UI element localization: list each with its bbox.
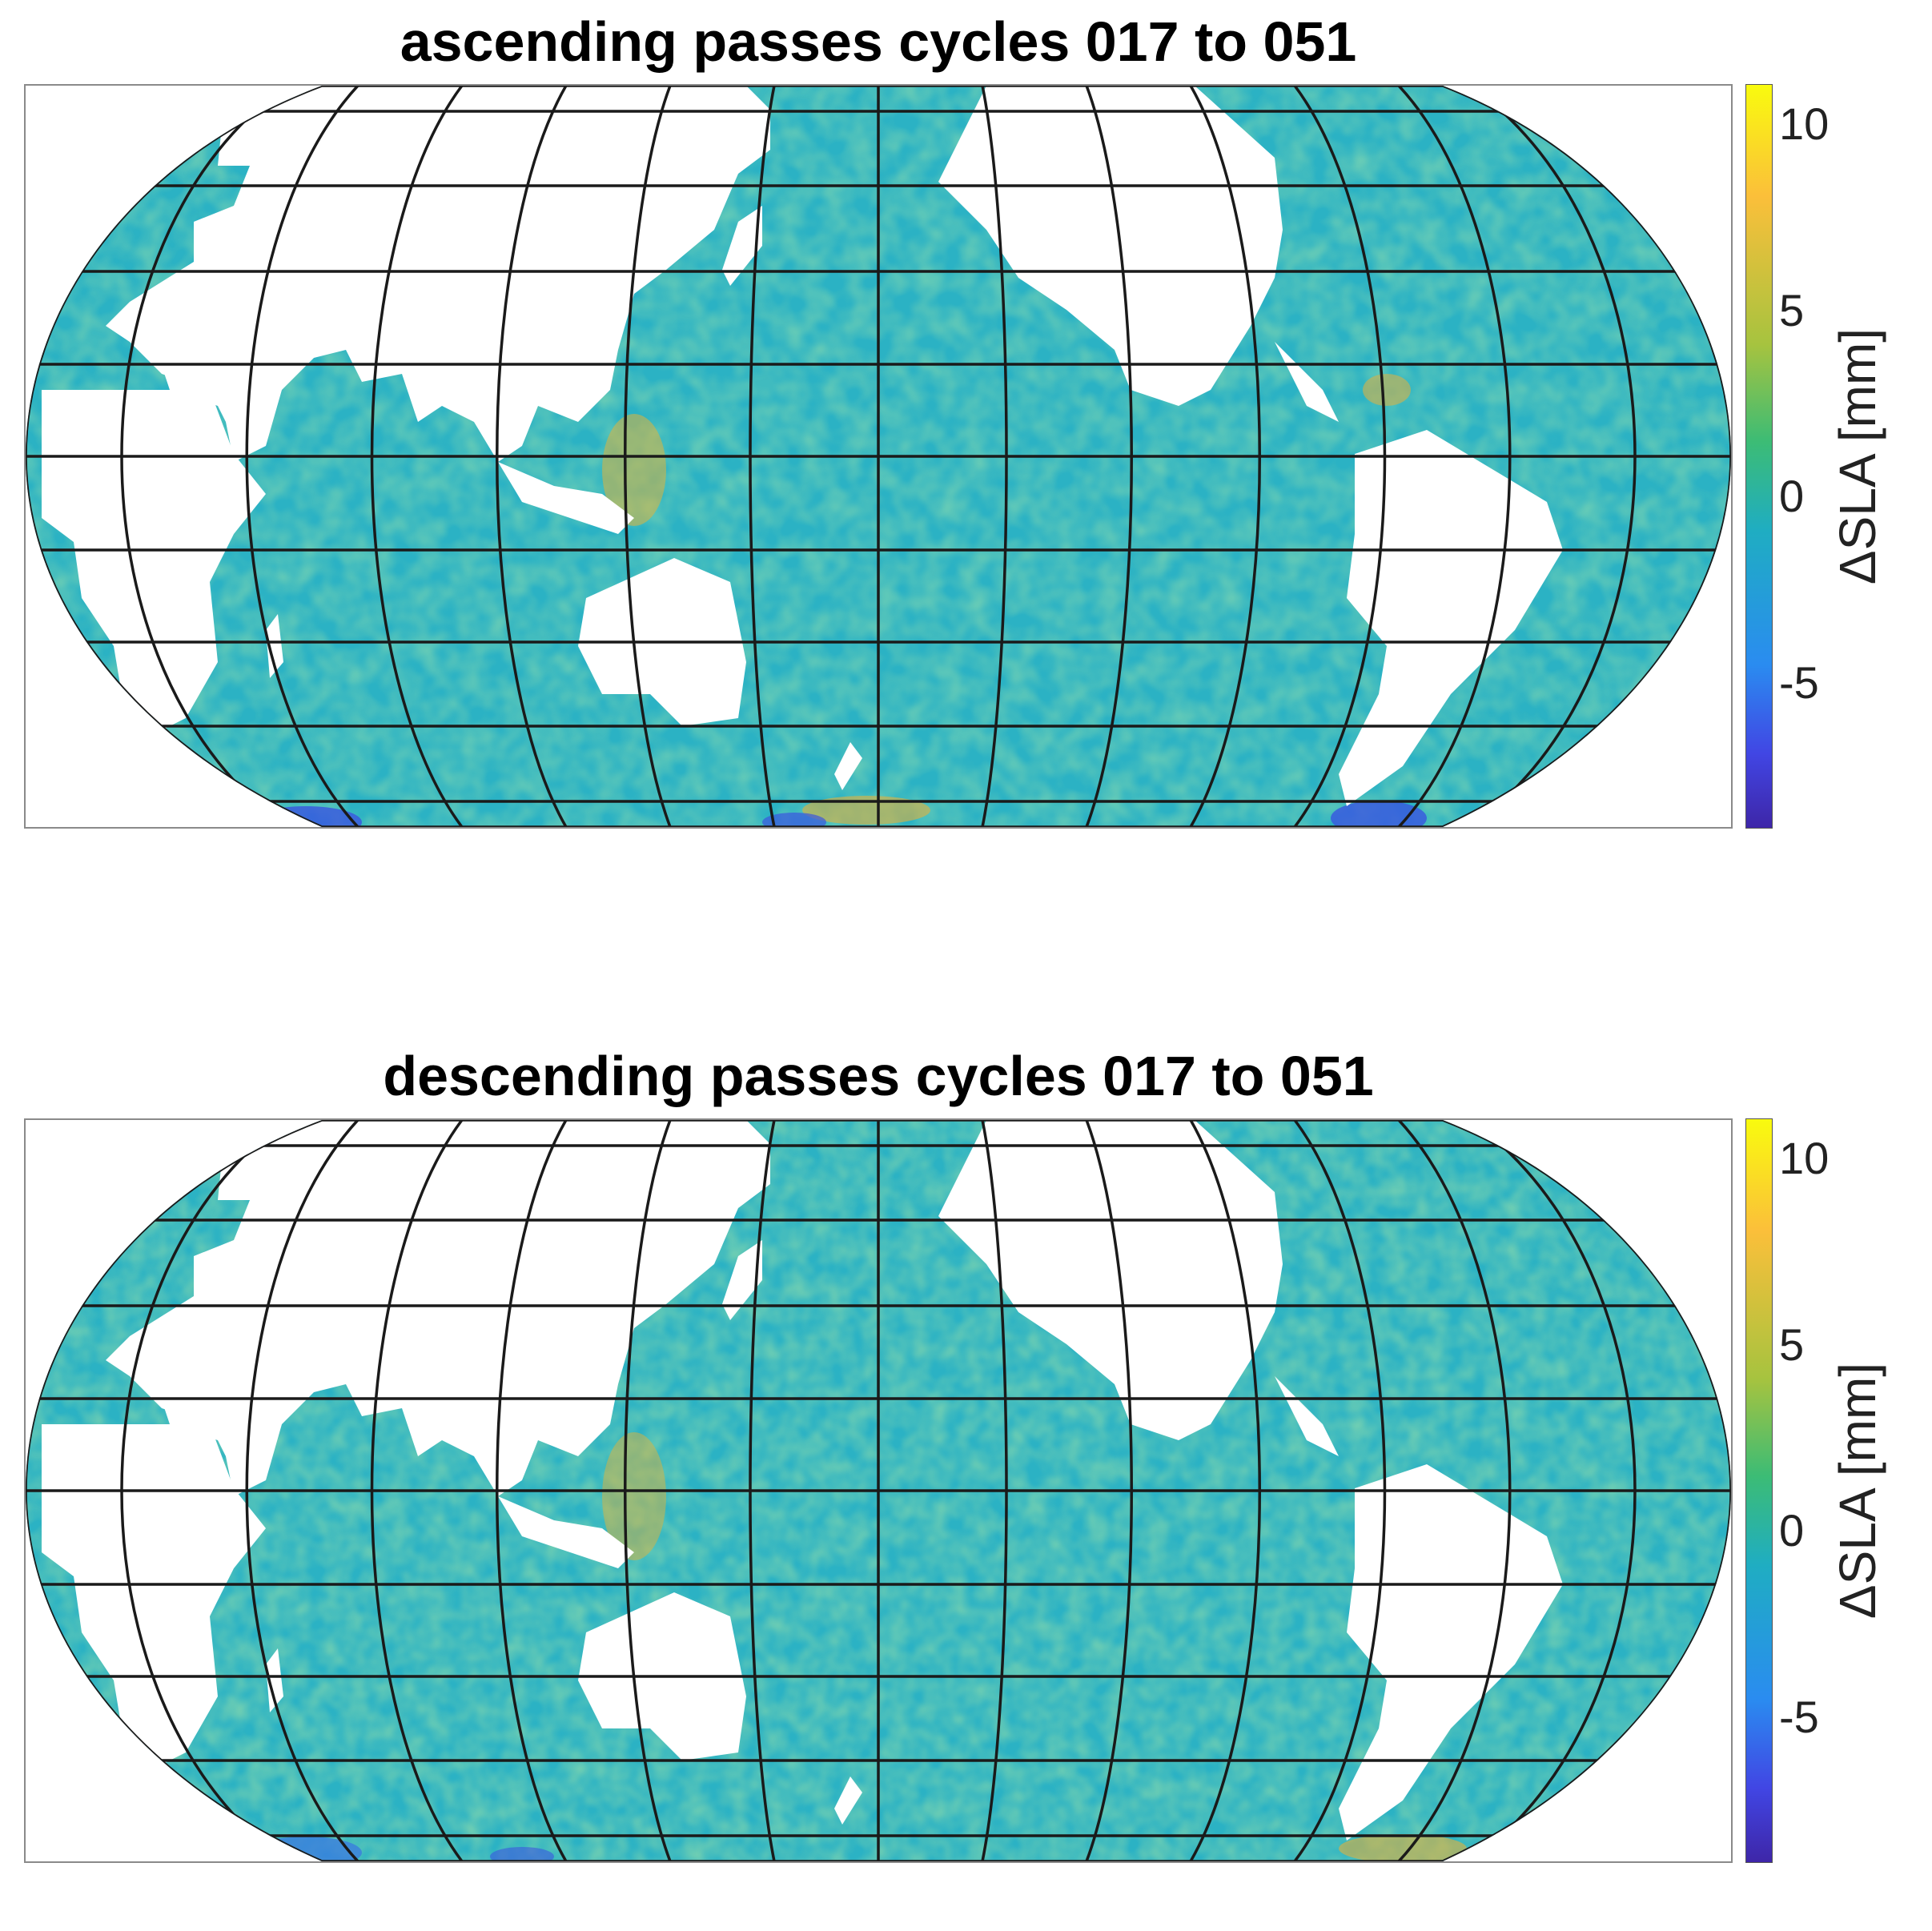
north-america (938, 86, 1283, 406)
indonesia (498, 462, 634, 534)
anomaly-patch (1339, 1834, 1467, 1861)
colorbar (1745, 84, 1773, 829)
anomaly-patch (802, 796, 930, 825)
anomaly-patch (1363, 374, 1411, 406)
north-america (938, 1120, 1283, 1440)
eurasia (106, 86, 770, 462)
colorbar-tick: 10 (1779, 98, 1830, 149)
ascending-panel: ascending passes cycles 017 to 051 (0, 0, 1932, 897)
colorbar-label: ΔSLA [mm] (1829, 327, 1886, 585)
arabia (146, 318, 250, 406)
descending-panel: descending passes cycles 017 to 051 (0, 1034, 1932, 1931)
indonesia (498, 1496, 634, 1568)
panel-title: ascending passes cycles 017 to 051 (400, 10, 1357, 73)
japan (722, 1240, 762, 1320)
colorbar-tick: 5 (1779, 285, 1805, 335)
graticule (26, 1120, 1731, 1861)
eurasia (106, 1120, 770, 1496)
colorbar-tick: 5 (1779, 1319, 1805, 1370)
colorbar-tick: 0 (1779, 1505, 1805, 1556)
sla-map (26, 1120, 1731, 1861)
anomaly-patch (602, 1432, 666, 1560)
colorbar-tick: 10 (1779, 1133, 1830, 1183)
colorbar (1745, 1118, 1773, 1863)
map-frame (24, 84, 1733, 829)
sla-map (26, 86, 1731, 827)
africa (42, 390, 266, 734)
new-zealand (834, 1776, 862, 1825)
anomaly-patch (490, 1847, 554, 1861)
panel-title: descending passes cycles 017 to 051 (383, 1045, 1374, 1107)
africa (42, 1424, 266, 1768)
colorbar-tick: -5 (1779, 1692, 1819, 1742)
central-america (1275, 1376, 1339, 1456)
anomaly-patch (602, 414, 666, 526)
anomaly-patch (762, 813, 826, 827)
new-zealand (834, 742, 862, 790)
madagascar (266, 1648, 283, 1712)
colorbar-tick: -5 (1779, 657, 1819, 708)
madagascar (266, 614, 283, 678)
central-america (1275, 342, 1339, 422)
colorbar-label: ΔSLA [mm] (1829, 1362, 1886, 1620)
graticule (26, 86, 1731, 827)
anomaly-patch (1331, 801, 1427, 827)
japan (722, 206, 762, 286)
arabia (146, 1352, 250, 1440)
colorbar-tick: 0 (1779, 471, 1805, 521)
map-frame (24, 1118, 1733, 1863)
